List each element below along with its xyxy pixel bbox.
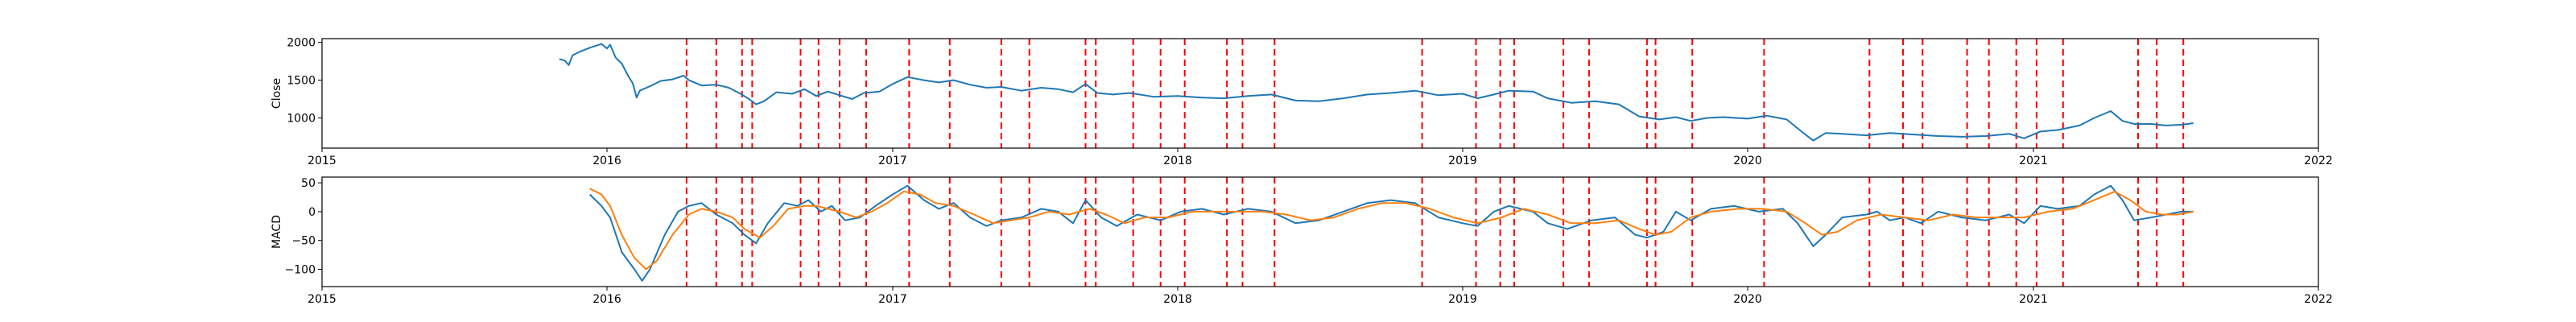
close-series-line-0	[559, 43, 2194, 142]
macd-y-axis-label: MACD	[270, 215, 283, 249]
close-x-tick-label-2019: 2019	[1448, 155, 1477, 167]
macd-marks	[588, 177, 2194, 287]
close-x-tick-label-2015: 2015	[308, 155, 336, 167]
macd-ticks: 2015 2016 2017 2018 2019 2020 2021 2022 50 0 −50 −1…	[285, 177, 2333, 306]
macd-y-tick-label-0: 0	[308, 206, 316, 219]
macd-axes-frame	[321, 176, 2319, 287]
close-x-tick-label-2020: 2020	[1733, 155, 1762, 167]
close-price-axes-frame	[321, 38, 2319, 149]
close-x-tick-label-2016: 2016	[592, 155, 621, 167]
close-x-tick-label-2017: 2017	[878, 155, 907, 167]
macd-x-tick-label-2020: 2020	[1733, 293, 1762, 306]
close-x-tick-label-2022: 2022	[2304, 155, 2333, 167]
macd-y-tick-label--100: −100	[285, 264, 316, 277]
macd-x-tick-label-2015: 2015	[308, 293, 336, 306]
close-y-tick-label-2000: 2000	[287, 37, 316, 50]
macd-panel: 2015 2016 2017 2018 2019 2020 2021 2022 50 0 −50 −1…	[270, 176, 2333, 306]
macd-y-tick-label--50: −50	[291, 235, 316, 248]
macd-series-line-1	[589, 188, 2194, 270]
macd-x-tick-label-2018: 2018	[1163, 293, 1192, 306]
macd-x-tick-label-2019: 2019	[1448, 293, 1477, 306]
close-price-marks	[559, 39, 2194, 148]
macd-series-line-0	[588, 184, 2194, 282]
macd-x-tick-label-2021: 2021	[2019, 293, 2048, 306]
macd-x-tick-label-2016: 2016	[592, 293, 621, 306]
macd-y-tick-label-50: 50	[301, 177, 316, 190]
close-price-y-axis-label: Close	[270, 78, 283, 109]
close-y-tick-label-1000: 1000	[287, 112, 316, 125]
close-y-tick-label-1500: 1500	[287, 75, 316, 88]
macd-x-tick-label-2017: 2017	[878, 293, 907, 306]
macd-x-tick-label-2022: 2022	[2304, 293, 2333, 306]
close-x-tick-label-2018: 2018	[1163, 155, 1192, 167]
close-x-tick-label-2021: 2021	[2019, 155, 2048, 167]
close-price-panel: 2015 2016 2017 2018 2019 2020 2021 2022 1000 1500…	[270, 37, 2333, 167]
close-price-ticks: 2015 2016 2017 2018 2019 2020 2021 2022 1000 1500…	[287, 37, 2332, 167]
